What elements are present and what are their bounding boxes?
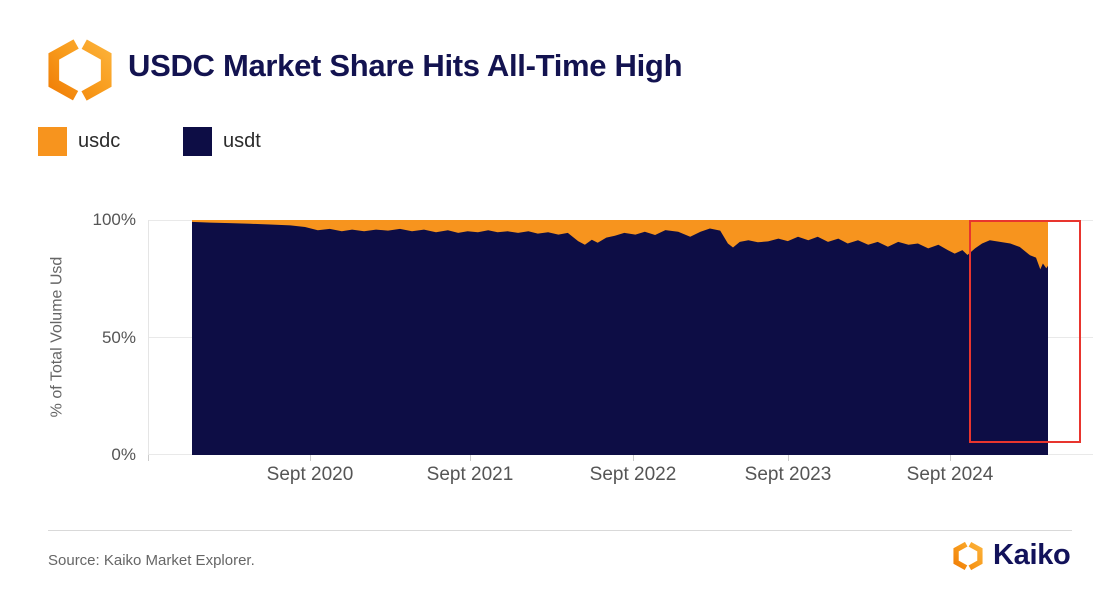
x-tick-label: Sept 2021	[426, 464, 514, 485]
y-tick-label: 100%	[92, 210, 136, 229]
kaiko-brand-icon	[953, 540, 983, 571]
page-title: USDC Market Share Hits All-Time High	[128, 48, 683, 83]
kaiko-logo-icon	[48, 37, 112, 103]
legend-label-usdc: usdc	[78, 130, 121, 152]
chart-area: Sept 2020 Sept 2021 Sept 2022 Sept 2023 Sept…	[93, 210, 1093, 485]
x-tick-mark	[633, 455, 634, 461]
y-tick-label: 50%	[101, 328, 136, 347]
y-axis-title: % of Total Volume Usd	[48, 256, 66, 418]
x-tick-label: Sept 2024	[906, 464, 994, 485]
x-tick-mark	[950, 455, 951, 461]
y-axis-line	[148, 220, 149, 455]
legend-swatch-usdt	[183, 127, 212, 156]
usdt-area	[192, 221, 1048, 455]
x-tick-mark	[788, 455, 789, 461]
x-tick-mark	[310, 455, 311, 461]
legend-item-usdt: usdt	[183, 127, 261, 156]
axis-corner-tick	[148, 455, 149, 461]
stacked-area-plot	[192, 220, 1048, 455]
legend-swatch-usdc	[38, 127, 67, 156]
source-text: Source: Kaiko Market Explorer.	[48, 552, 255, 569]
x-tick-label: Sept 2023	[744, 464, 832, 485]
kaiko-brand-name: Kaiko	[993, 539, 1071, 571]
x-tick-label: Sept 2020	[266, 464, 354, 485]
y-tick-label: 0%	[111, 445, 136, 464]
x-tick-mark	[470, 455, 471, 461]
footer-divider	[48, 530, 1072, 531]
legend-label-usdt: usdt	[223, 130, 261, 152]
kaiko-brand-logo: Kaiko	[952, 539, 1071, 572]
highlight-box	[969, 220, 1081, 443]
legend-item-usdc: usdc	[38, 127, 120, 156]
x-tick-label: Sept 2022	[589, 464, 677, 485]
